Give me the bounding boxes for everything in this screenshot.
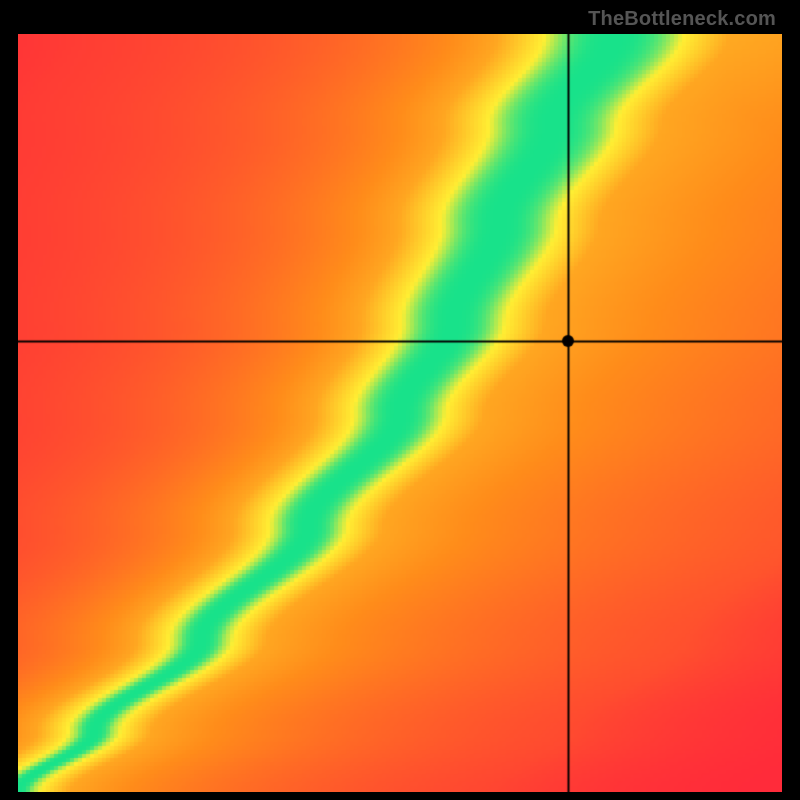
bottleneck-heatmap bbox=[18, 34, 782, 792]
chart-container: TheBottleneck.com bbox=[0, 0, 800, 800]
watermark-label: TheBottleneck.com bbox=[588, 8, 776, 31]
